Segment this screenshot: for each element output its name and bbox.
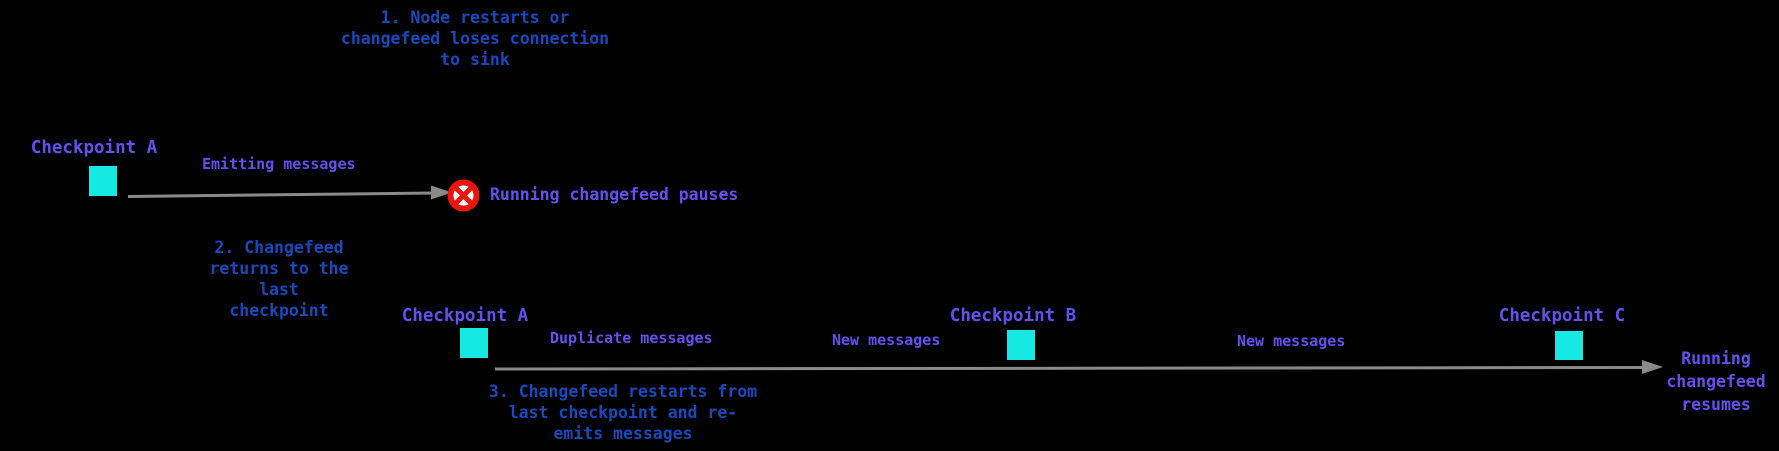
checkpoint-a-marker-bottom [460,328,488,358]
checkpoint-b-label: Checkpoint B [949,306,1077,326]
new-messages-label-2: New messages [1237,332,1346,350]
duplicate-messages-label: Duplicate messages [550,329,713,347]
timeline-2-arrow [494,360,1663,374]
pause-cancel-icon [447,179,480,212]
checkpoint-c-marker [1555,331,1583,360]
checkpoint-b-marker [1007,330,1035,360]
checkpoint-c-label: Checkpoint C [1498,306,1626,326]
timeline-1-arrow [127,185,452,200]
checkpoint-a-label-bottom: Checkpoint A [401,306,529,326]
emitting-messages-label: Emitting messages [202,155,356,173]
note-step-2: 2. Changefeed returns to the last checkp… [209,238,349,320]
note-step-1: 1. Node restarts or changefeed loses con… [340,8,610,69]
running-changefeed-resumes-label: Running changefeed resumes [1666,349,1766,414]
checkpoint-a-label-top: Checkpoint A [30,138,158,158]
running-changefeed-pauses-label: Running changefeed pauses [490,185,739,204]
new-messages-label-1: New messages [832,331,941,349]
checkpoint-a-marker-top [89,166,117,196]
note-step-3: 3. Changefeed restarts from last checkpo… [488,382,758,443]
